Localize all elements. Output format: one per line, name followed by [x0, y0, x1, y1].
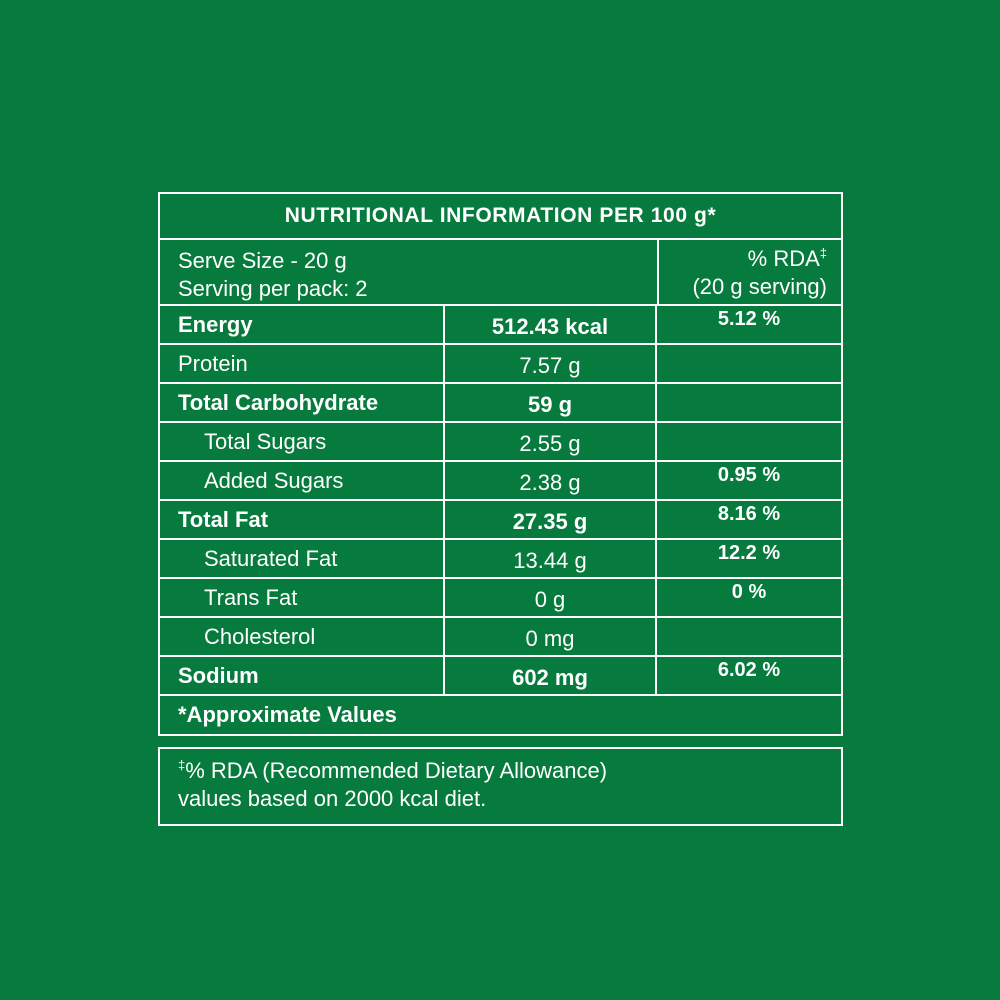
- nutrient-amount: 512.43 kcal: [445, 306, 657, 343]
- table-row-cholesterol: Cholesterol 0 mg: [160, 616, 841, 655]
- approximate-values-text: *Approximate Values: [178, 702, 397, 727]
- serve-info-row: Serve Size - 20 g Serving per pack: 2 % …: [160, 238, 841, 304]
- nutrient-rda: 12.2 %: [717, 542, 781, 564]
- nutrient-name: Protein: [160, 345, 445, 382]
- table-title: NUTRITIONAL INFORMATION PER 100 g*: [160, 194, 841, 238]
- nutrient-amount: 7.57 g: [445, 345, 657, 382]
- nutrient-name: Total Fat: [160, 501, 445, 538]
- nutrient-rda: 0.95 %: [717, 464, 781, 486]
- approximate-values-note: *Approximate Values: [160, 694, 841, 734]
- table-row-total-sugars: Total Sugars 2.55 g: [160, 421, 841, 460]
- table-row-total-fat: Total Fat 27.35 g 8.16 %: [160, 499, 841, 538]
- nutrient-amount: 2.55 g: [445, 423, 657, 460]
- nutrient-rda: 6.02 %: [717, 659, 781, 681]
- nutrient-rda: [657, 384, 841, 421]
- rda-header-sub: (20 g serving): [692, 273, 827, 299]
- rda-header-cell: % RDA‡ (20 g serving): [659, 240, 841, 304]
- nutrient-rda: [657, 423, 841, 460]
- nutrient-rda: 5.12 %: [717, 308, 781, 330]
- footnote-mark: ‡: [178, 757, 186, 773]
- nutrient-amount: 602 mg: [445, 657, 657, 694]
- rda-footnote-box: ‡% RDA (Recommended Dietary Allowance) v…: [158, 747, 843, 826]
- serve-info-cell: Serve Size - 20 g Serving per pack: 2: [160, 240, 659, 304]
- nutrient-name: Sodium: [160, 657, 445, 694]
- table-title-text: NUTRITIONAL INFORMATION PER 100 g*: [284, 204, 717, 227]
- nutrient-rda: 0 %: [731, 581, 767, 603]
- nutrition-table: NUTRITIONAL INFORMATION PER 100 g* Serve…: [158, 192, 843, 736]
- nutrient-amount: 0 g: [445, 579, 657, 616]
- serve-size-text: Serve Size - 20 g: [178, 248, 347, 273]
- nutrient-amount: 59 g: [445, 384, 657, 421]
- table-row-sodium: Sodium 602 mg 6.02 %: [160, 655, 841, 694]
- footnote-line-2: values based on 2000 kcal diet.: [178, 785, 487, 811]
- nutrient-name: Added Sugars: [160, 462, 445, 499]
- nutrient-name: Total Sugars: [160, 423, 445, 460]
- table-row-saturated-fat: Saturated Fat 13.44 g 12.2 %: [160, 538, 841, 577]
- footnote-line-1: ‡% RDA (Recommended Dietary Allowance): [178, 757, 608, 783]
- nutrient-rda: 8.16 %: [717, 503, 781, 525]
- rda-footnote-mark: ‡: [819, 245, 827, 261]
- table-row-protein: Protein 7.57 g: [160, 343, 841, 382]
- nutrient-amount: 2.38 g: [445, 462, 657, 499]
- nutrient-name: Total Carbohydrate: [160, 384, 445, 421]
- nutrient-name: Cholesterol: [160, 618, 445, 655]
- nutrient-amount: 0 mg: [445, 618, 657, 655]
- nutrient-rda: [657, 345, 841, 382]
- rda-header-label: % RDA‡: [747, 245, 827, 271]
- table-row-added-sugars: Added Sugars 2.38 g 0.95 %: [160, 460, 841, 499]
- serving-per-pack-text: Serving per pack: 2: [178, 275, 368, 301]
- table-row-total-carbohydrate: Total Carbohydrate 59 g: [160, 382, 841, 421]
- nutrient-amount: 13.44 g: [445, 540, 657, 577]
- nutrient-name: Energy: [160, 306, 445, 343]
- table-row-trans-fat: Trans Fat 0 g 0 %: [160, 577, 841, 616]
- nutrient-name: Trans Fat: [160, 579, 445, 616]
- nutrient-amount: 27.35 g: [445, 501, 657, 538]
- nutrient-name: Saturated Fat: [160, 540, 445, 577]
- nutrient-rda: [657, 618, 841, 655]
- table-row-energy: Energy 512.43 kcal 5.12 %: [160, 304, 841, 343]
